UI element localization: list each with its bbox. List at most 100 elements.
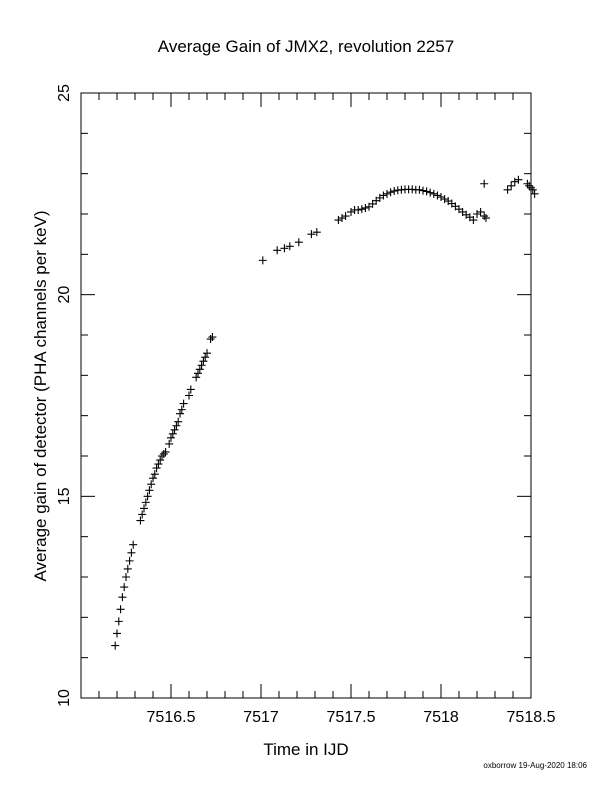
data-point [528,185,537,194]
plot-frame [80,92,532,699]
y-tick-label: 10 [56,689,73,707]
data-point [123,564,132,573]
data-point [127,548,136,557]
data-point [177,405,186,414]
data-point [172,421,181,430]
data-point [136,516,145,525]
data-point [440,195,449,204]
y-tick-label: 25 [56,84,73,102]
data-point [503,185,512,194]
data-point [415,185,424,194]
x-tick-label: 7516.5 [147,709,196,726]
data-point [429,189,438,198]
data-point [514,175,523,184]
data-point [354,205,363,214]
data-point [118,593,127,602]
data-point [357,205,366,214]
data-point [116,605,125,614]
data-point [527,183,535,192]
data-point [145,486,154,495]
x-axis-label: Time in IJD [263,740,348,759]
data-point [361,203,370,212]
data-point [523,179,532,188]
data-point [426,188,435,197]
data-point [386,188,395,197]
data-point [174,417,183,426]
data-point [433,191,442,200]
data-point [186,385,195,394]
data-point [140,504,148,513]
data-point [338,214,346,223]
data-point [273,246,282,255]
data-point [419,186,427,195]
data-point [192,373,201,382]
data-point [158,452,166,460]
axis-ticks [80,92,532,699]
data-point [122,573,130,581]
data-point [379,191,388,200]
data-point [111,641,120,650]
data-point [507,181,516,190]
x-tick-label: 7518 [423,709,459,726]
data-point [334,216,343,225]
data-point [383,189,391,198]
data-point [476,207,485,216]
data-point [206,335,215,344]
data-point [258,256,267,265]
data-point [165,439,174,448]
data-point [469,216,478,225]
data-point [347,207,355,216]
data-point [156,456,165,465]
data-point [125,556,134,565]
y-tick-label: 20 [56,286,73,304]
data-point [143,492,152,501]
data-point [176,409,184,418]
data-point [482,214,490,223]
data-point [194,369,202,378]
data-point [480,179,489,188]
chart-title: Average Gain of JMX2, revolution 2257 [158,37,454,56]
credit-text: oxborrow 19-Aug-2020 18:06 [483,761,587,770]
data-point [530,189,539,198]
data-point [195,365,204,374]
y-tick-labels: 10 15 20 25 [56,84,73,707]
data-point [185,391,193,400]
data-point [294,238,303,247]
data-point [341,212,350,221]
y-tick-label: 15 [56,487,73,505]
data-point [208,333,217,342]
x-tick-labels: 7516.5 7517 7517.5 7518 7518.5 [147,709,556,726]
data-point [201,353,210,362]
data-points [111,175,539,650]
data-point [312,228,321,237]
data-point [280,244,289,253]
data-point [161,447,170,456]
data-point [159,449,168,458]
data-point [437,193,445,202]
data-point [422,187,431,196]
data-point [525,181,534,190]
data-point [129,540,138,549]
y-axis-label: Average gain of detector (PHA channels p… [31,210,50,581]
data-point [473,210,481,218]
data-point [510,177,519,186]
data-point [179,399,188,408]
data-point [170,425,179,434]
data-point [285,242,294,251]
x-tick-label: 7517.5 [327,709,376,726]
data-point [138,510,147,519]
data-point [203,349,211,358]
data-point [147,480,156,489]
data-point [368,199,377,208]
data-point [141,498,150,507]
data-point [113,629,121,638]
data-point [307,230,316,239]
data-point [199,357,208,366]
data-point [167,433,175,442]
x-tick-label: 7517 [243,709,279,726]
data-point [154,460,163,469]
data-point [390,187,399,196]
data-point [152,464,161,473]
data-point [197,361,206,370]
